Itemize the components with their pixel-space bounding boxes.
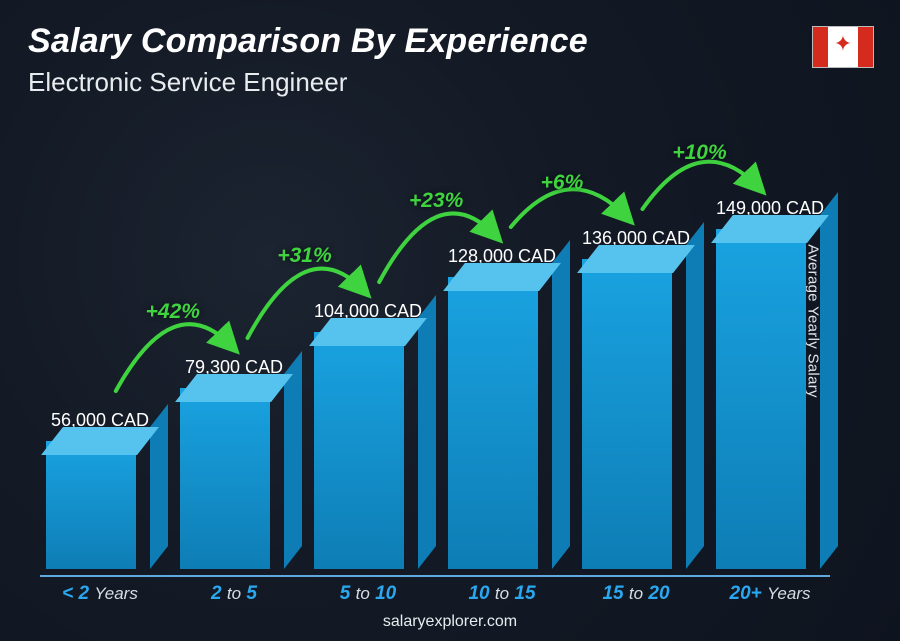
flag-band-right — [858, 27, 873, 67]
bar — [448, 277, 556, 569]
x-axis-label: < 2 Years — [40, 577, 160, 603]
x-axis-label: 15 to 20 — [576, 577, 696, 603]
bar — [582, 259, 690, 569]
bar-top-face — [443, 263, 561, 291]
chart-title: Salary Comparison By Experience — [28, 22, 588, 61]
bar-side-face — [552, 240, 570, 569]
bar — [314, 332, 422, 569]
country-flag-canada: ✦ — [812, 26, 874, 68]
flag-center: ✦ — [828, 27, 858, 67]
bar-group: 104,000 CAD — [308, 301, 428, 569]
maple-leaf-icon: ✦ — [834, 33, 852, 55]
bar-side-face — [284, 351, 302, 569]
bar-group: 56,000 CAD — [40, 410, 160, 569]
bar-group: 136,000 CAD — [576, 228, 696, 569]
bar-top-face — [41, 427, 159, 455]
bar — [46, 441, 154, 569]
x-axis-label: 2 to 5 — [174, 577, 294, 603]
x-axis-label: 5 to 10 — [308, 577, 428, 603]
bar-side-face — [820, 192, 838, 569]
bar-front-face — [180, 388, 270, 569]
footer-source: salaryexplorer.com — [0, 613, 900, 631]
bar-top-face — [175, 374, 293, 402]
x-axis-label: 10 to 15 — [442, 577, 562, 603]
title-block: Salary Comparison By Experience Electron… — [28, 22, 588, 98]
infographic-stage: Salary Comparison By Experience Electron… — [0, 0, 900, 641]
x-axis-label: 20+ Years — [710, 577, 830, 603]
bar-front-face — [448, 277, 538, 569]
bar-front-face — [716, 229, 806, 569]
bar-group: 149,000 CAD — [710, 198, 830, 569]
bar-top-face — [309, 318, 427, 346]
x-axis: < 2 Years 2 to 5 5 to 10 10 to 15 15 to 20 20… — [40, 575, 830, 603]
bar-top-face — [577, 245, 695, 273]
chart-subtitle: Electronic Service Engineer — [28, 67, 588, 98]
bar-top-face — [711, 215, 829, 243]
bar-front-face — [314, 332, 404, 569]
bar-side-face — [418, 295, 436, 569]
bar — [180, 388, 288, 569]
bar-front-face — [582, 259, 672, 569]
flag-band-left — [813, 27, 828, 67]
bar-side-face — [686, 222, 704, 569]
bar-group: 128,000 CAD — [442, 246, 562, 569]
bar-front-face — [46, 441, 136, 569]
bar — [716, 229, 824, 569]
bar-chart: 56,000 CAD79,300 CAD104,000 CAD128,000 C… — [40, 120, 830, 569]
bar-group: 79,300 CAD — [174, 357, 294, 569]
